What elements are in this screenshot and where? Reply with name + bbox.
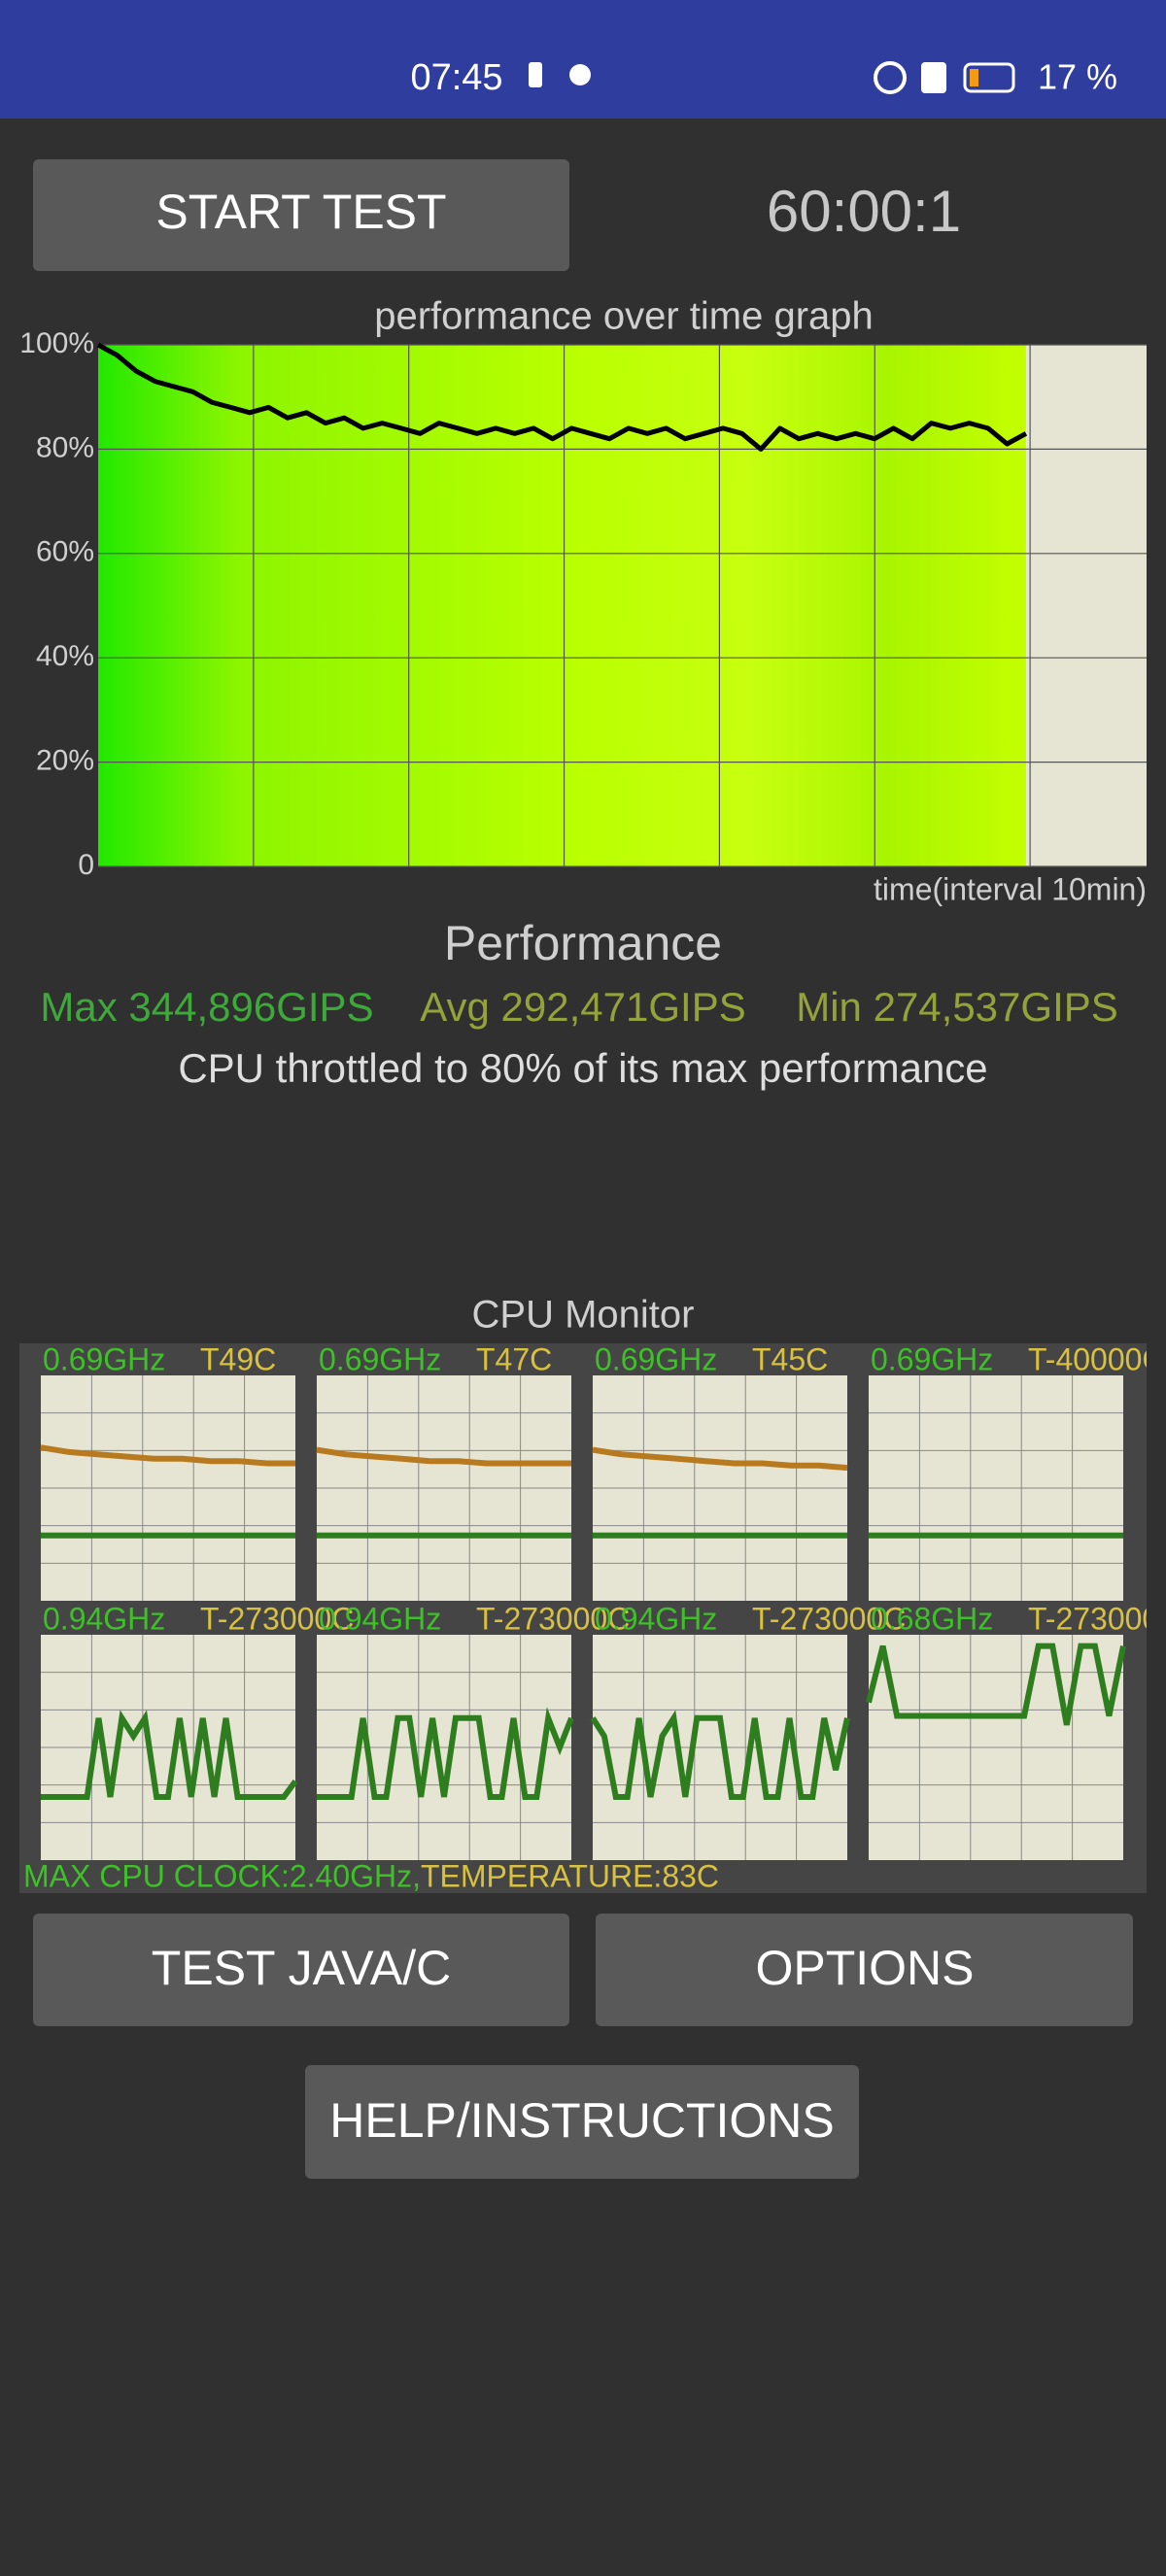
button-label[interactable]: OPTIONS bbox=[755, 1941, 974, 1995]
avg-stat: Avg 292,471GIPS bbox=[420, 984, 745, 1030]
button-label[interactable]: HELP/INSTRUCTIONS bbox=[329, 2093, 835, 2148]
clock-line bbox=[866, 1643, 1126, 1726]
core-temp: T45C bbox=[752, 1341, 828, 1376]
core-clock: 0.69GHz bbox=[595, 1341, 717, 1376]
throttle-text: CPU throttled to 80% of its max performa… bbox=[178, 1045, 987, 1091]
battery-icon bbox=[963, 62, 1015, 93]
y-tick-label: 20% bbox=[36, 745, 94, 777]
y-tick-label: 40% bbox=[36, 640, 94, 672]
temp-line bbox=[592, 1446, 848, 1472]
performance-fill bbox=[98, 345, 1026, 866]
core-clock: 0.69GHz bbox=[43, 1341, 165, 1376]
core-clock: 0.69GHz bbox=[319, 1341, 441, 1376]
button-label[interactable]: TEST JAVA/C bbox=[152, 1941, 451, 1995]
start-button-label[interactable]: START TEST bbox=[155, 185, 446, 239]
cpu-monitor-title: CPU Monitor bbox=[472, 1294, 695, 1337]
max-stat: Max 344,896GIPS bbox=[40, 984, 373, 1030]
core-temp: T-273000C bbox=[1028, 1601, 1166, 1636]
core-temp: T-273000C bbox=[752, 1601, 906, 1636]
core-clock: 0.69GHz bbox=[871, 1341, 993, 1376]
y-tick-label: 80% bbox=[36, 431, 94, 463]
icon bbox=[921, 62, 946, 93]
start-button[interactable] bbox=[33, 159, 569, 271]
core-temp: T-273000C bbox=[200, 1601, 354, 1636]
y-tick-label: 0 bbox=[78, 849, 94, 881]
test-java-button[interactable] bbox=[33, 1914, 569, 2026]
core-temp: T49C bbox=[200, 1341, 276, 1376]
clock-line bbox=[590, 1710, 850, 1800]
footer-clock: MAX CPU CLOCK:2.40GHz, bbox=[23, 1858, 421, 1893]
core-clock: 0.68GHz bbox=[871, 1601, 993, 1636]
clock: 07:45 bbox=[410, 57, 502, 98]
x-axis-label: time(interval 10min) bbox=[874, 871, 1147, 906]
timer: 60:00:1 bbox=[767, 179, 961, 244]
icon bbox=[874, 61, 907, 94]
icon bbox=[569, 64, 591, 85]
clock-line bbox=[41, 1710, 298, 1800]
options-button[interactable] bbox=[596, 1914, 1133, 2026]
battery-level bbox=[970, 69, 978, 86]
performance-line bbox=[96, 342, 1028, 452]
core-clock: 0.94GHz bbox=[43, 1601, 165, 1636]
temp-line bbox=[316, 1446, 571, 1467]
performance-title: Performance bbox=[444, 916, 722, 970]
core-temp: T47C bbox=[476, 1341, 552, 1376]
core-clock: 0.94GHz bbox=[319, 1601, 441, 1636]
footer-temp: TEMPERATURE:83C bbox=[421, 1858, 719, 1893]
temp-line bbox=[40, 1444, 295, 1467]
core-clock: 0.94GHz bbox=[595, 1601, 717, 1636]
graph-title: performance over time graph bbox=[374, 295, 874, 338]
min-stat: Min 274,537GIPS bbox=[796, 984, 1118, 1030]
help-button[interactable] bbox=[305, 2065, 859, 2179]
status-bar bbox=[0, 0, 1166, 119]
core-temp: T-273000C bbox=[476, 1601, 630, 1636]
icon bbox=[529, 62, 542, 87]
clock-line bbox=[317, 1707, 574, 1800]
core-temp: T-40000C bbox=[1028, 1341, 1165, 1376]
y-tick-label: 100% bbox=[19, 327, 94, 359]
battery-percent: 17 % bbox=[1038, 57, 1117, 97]
y-tick-label: 60% bbox=[36, 536, 94, 568]
